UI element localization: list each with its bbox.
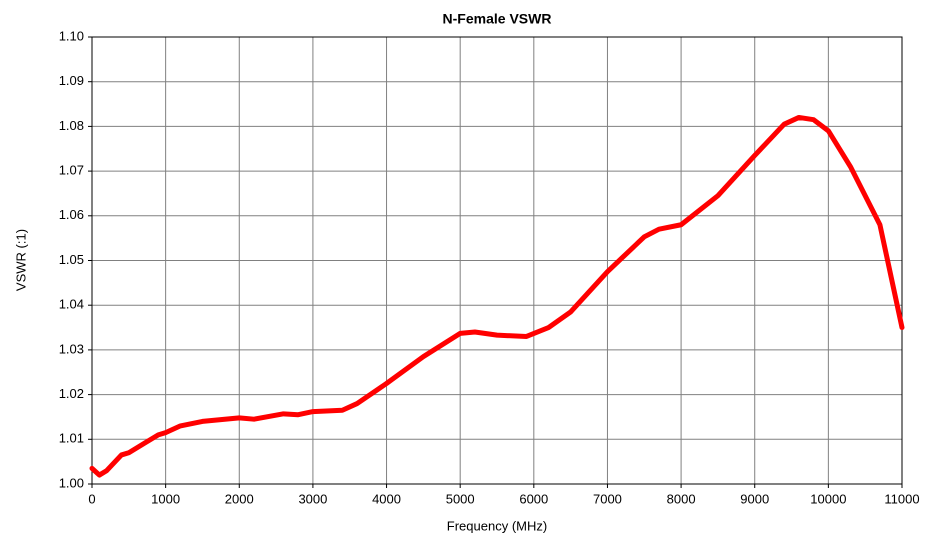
y-tick-label: 1.09 <box>59 73 84 88</box>
x-tick-label: 2000 <box>225 491 254 506</box>
y-tick-label: 1.01 <box>59 431 84 446</box>
data-line <box>89 114 905 478</box>
y-tick-label: 1.00 <box>59 475 84 490</box>
x-tick-label: 3000 <box>298 491 327 506</box>
x-tick-label: 0 <box>88 491 95 506</box>
x-tick-label: 11000 <box>884 491 919 506</box>
x-tick-label: 4000 <box>372 491 401 506</box>
x-tick-label: 9000 <box>740 491 769 506</box>
y-tick-label: 1.10 <box>59 28 84 43</box>
y-axis-label: VSWR (:1) <box>13 229 28 291</box>
x-tick-label: 10000 <box>810 491 846 506</box>
x-axis-label: Frequency (MHz) <box>447 518 547 533</box>
x-tick-label: 5000 <box>446 491 475 506</box>
y-tick-label: 1.07 <box>59 163 84 178</box>
x-tick-label: 6000 <box>519 491 548 506</box>
y-tick-label: 1.03 <box>59 341 84 356</box>
y-tick-label: 1.08 <box>59 118 84 133</box>
x-tick-label: 8000 <box>667 491 696 506</box>
y-tick-label: 1.02 <box>59 386 84 401</box>
y-tick-label: 1.04 <box>59 297 84 312</box>
y-tick-label: 1.05 <box>59 252 84 267</box>
plot-border <box>91 36 903 485</box>
x-tick-label: 1000 <box>151 491 180 506</box>
x-tick-label: 7000 <box>593 491 622 506</box>
y-tick-label: 1.06 <box>59 207 84 222</box>
chart-title: N-Female VSWR <box>443 11 552 27</box>
